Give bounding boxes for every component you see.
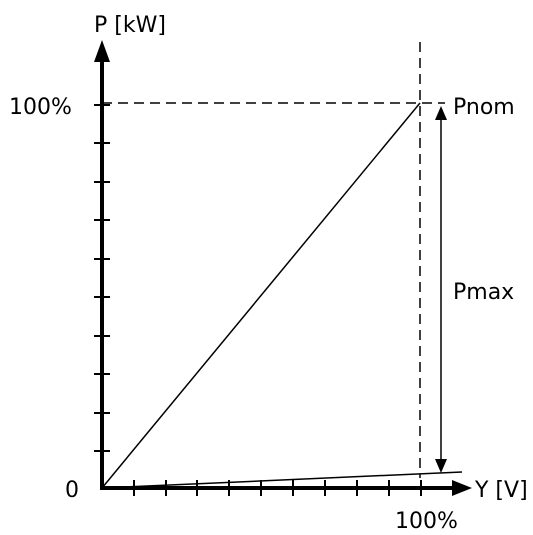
y-axis [94, 40, 110, 490]
y-axis-max-label: 100% [9, 95, 72, 120]
x-axis-label: Y [V] [474, 478, 528, 503]
y-axis-label: P [kW] [94, 13, 166, 38]
x-axis [100, 480, 472, 496]
origin-label: 0 [65, 478, 79, 503]
y-axis-ticks [94, 104, 110, 452]
pmax-arrowhead-bottom [435, 459, 447, 473]
y-axis-arrowhead [94, 40, 110, 62]
low-power-line [101, 471, 463, 489]
x-axis-max-label: 100% [395, 509, 458, 534]
pnom-label: Pnom [453, 95, 515, 120]
characteristic-line [101, 102, 421, 489]
x-axis-ticks [133, 480, 422, 496]
pmax-label: Pmax [453, 280, 514, 305]
x-axis-arrowhead [452, 480, 472, 496]
pmax-range-arrow [435, 106, 447, 473]
pmax-arrowhead-top [435, 106, 447, 120]
